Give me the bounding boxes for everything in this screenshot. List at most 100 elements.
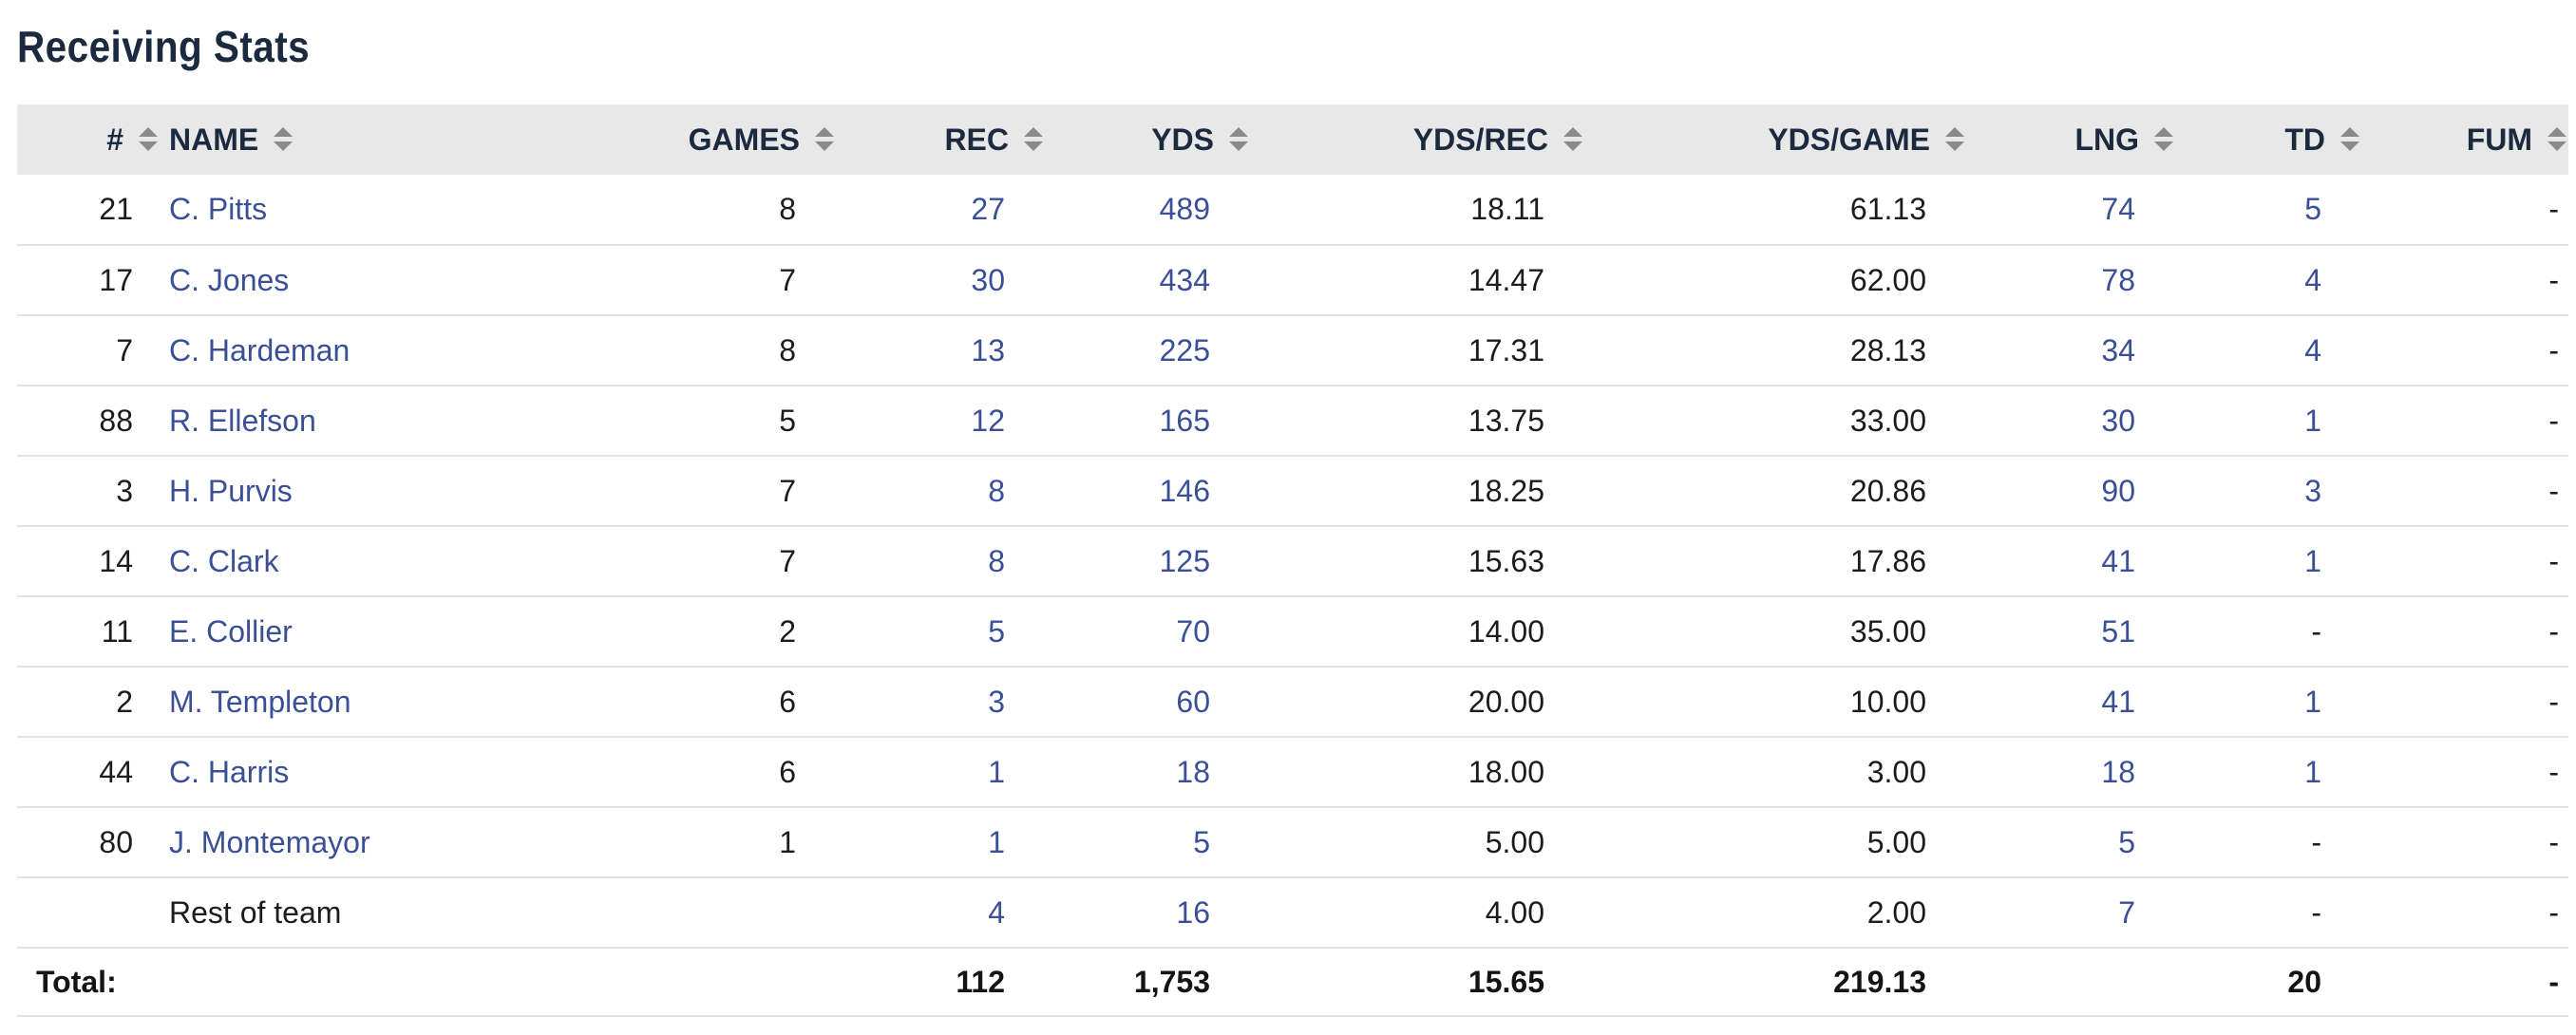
cell-name[interactable]: C. Hardeman	[169, 332, 350, 367]
cell-yds-rec: 20.00	[1468, 684, 1544, 719]
column-header-rec[interactable]: REC	[855, 104, 1064, 175]
cell-td[interactable]: 1	[2304, 543, 2321, 578]
cell-name[interactable]: C. Harris	[169, 754, 290, 789]
table-row: 11 E. Collier 2 5 70 14.00 35.00 51 - -	[17, 596, 2568, 667]
column-header-yds-game[interactable]: YDS/GAME	[1603, 104, 1985, 175]
cell-rec[interactable]: 12	[971, 403, 1005, 438]
cell-yds-rec: 13.75	[1468, 403, 1544, 438]
cell-num: 44	[99, 754, 133, 789]
cell-lng[interactable]: 34	[2101, 332, 2135, 367]
cell-td[interactable]: 1	[2304, 403, 2321, 438]
sort-arrows-icon[interactable]	[2339, 125, 2361, 154]
sort-arrows-icon[interactable]	[1022, 125, 1045, 154]
sort-arrows-icon[interactable]	[137, 125, 160, 154]
cell-lng[interactable]: 7	[2118, 894, 2135, 930]
cell-yds-rec: 4.00	[1485, 894, 1544, 930]
cell-yds[interactable]: 16	[1176, 894, 1210, 930]
cell-rec[interactable]: 1	[988, 824, 1005, 859]
cell-yds[interactable]: 70	[1176, 613, 1210, 649]
cell-td[interactable]: 3	[2304, 473, 2321, 508]
cell-num: 14	[99, 543, 133, 578]
column-header-games[interactable]: GAMES	[568, 104, 855, 175]
cell-yds[interactable]: 5	[1193, 824, 1210, 859]
cell-lng[interactable]: 74	[2101, 192, 2135, 226]
cell-rec[interactable]: 4	[988, 894, 1005, 930]
sort-arrows-icon[interactable]	[1227, 125, 1250, 154]
cell-fum: -	[2548, 684, 2559, 719]
cell-lng[interactable]: 78	[2101, 262, 2135, 297]
cell-yds[interactable]: 225	[1159, 332, 1210, 367]
column-header-label: YDS/GAME	[1768, 122, 1930, 157]
cell-rec[interactable]: 13	[971, 332, 1005, 367]
cell-name[interactable]: M. Templeton	[169, 684, 351, 719]
cell-lng[interactable]: 30	[2101, 403, 2135, 438]
cell-games: 6	[779, 754, 796, 789]
cell-fum: -	[2548, 824, 2559, 859]
cell-lng[interactable]: 41	[2101, 684, 2135, 719]
cell-name[interactable]: E. Collier	[169, 613, 293, 649]
cell-name[interactable]: H. Purvis	[169, 473, 293, 508]
cell-lng[interactable]: 90	[2101, 473, 2135, 508]
table-row: 17 C. Jones 7 30 434 14.47 62.00 78 4 -	[17, 245, 2568, 315]
cell-td[interactable]: 5	[2304, 192, 2321, 226]
cell-td[interactable]: 4	[2304, 332, 2321, 367]
cell-td[interactable]: 4	[2304, 262, 2321, 297]
column-header-label: REC	[944, 122, 1009, 157]
totals-td: 20	[2287, 964, 2321, 999]
totals-yds-game: 219.13	[1833, 964, 1926, 999]
column-header-td[interactable]: TD	[2194, 104, 2380, 175]
sort-arrows-icon[interactable]	[2546, 125, 2568, 154]
cell-lng[interactable]: 5	[2118, 824, 2135, 859]
cell-yds-rec: 14.00	[1468, 613, 1544, 649]
table-row: 88 R. Ellefson 5 12 165 13.75 33.00 30 1 -	[17, 386, 2568, 456]
cell-name[interactable]: J. Montemayor	[169, 824, 370, 859]
column-header-lng[interactable]: LNG	[1985, 104, 2194, 175]
cell-rec[interactable]: 1	[988, 754, 1005, 789]
cell-rec[interactable]: 3	[988, 684, 1005, 719]
receiving-stats-table: # NAME GAMES REC YDS YDS/REC YDS/GAME LN…	[17, 104, 2568, 1017]
column-header-yds-rec[interactable]: YDS/REC	[1269, 104, 1603, 175]
cell-yds[interactable]: 60	[1176, 684, 1210, 719]
cell-name[interactable]: C. Clark	[169, 543, 279, 578]
sort-arrows-icon[interactable]	[272, 125, 294, 154]
cell-games: 7	[779, 262, 796, 297]
cell-num: 7	[116, 332, 133, 367]
cell-name[interactable]: R. Ellefson	[169, 403, 316, 438]
cell-games: 2	[779, 613, 796, 649]
cell-yds[interactable]: 434	[1159, 262, 1210, 297]
cell-yds[interactable]: 165	[1159, 403, 1210, 438]
column-header-num[interactable]: #	[17, 104, 169, 175]
cell-rec[interactable]: 8	[988, 543, 1005, 578]
cell-rec[interactable]: 5	[988, 613, 1005, 649]
cell-yds-rec: 17.31	[1468, 332, 1544, 367]
column-header-name[interactable]: NAME	[169, 104, 568, 175]
cell-lng[interactable]: 51	[2101, 613, 2135, 649]
sort-arrows-icon[interactable]	[1562, 125, 1584, 154]
cell-yds[interactable]: 146	[1159, 473, 1210, 508]
cell-games: 6	[779, 684, 796, 719]
totals-rec: 112	[956, 964, 1005, 999]
cell-name[interactable]: C. Jones	[169, 262, 290, 297]
sort-arrows-icon[interactable]	[813, 125, 836, 154]
cell-td[interactable]: 1	[2304, 754, 2321, 789]
cell-yds-game: 20.86	[1849, 473, 1926, 508]
cell-yds[interactable]: 18	[1176, 754, 1210, 789]
cell-rec[interactable]: 30	[971, 262, 1005, 297]
sort-arrows-icon[interactable]	[2152, 125, 2175, 154]
cell-rec[interactable]: 27	[971, 192, 1005, 226]
column-header-yds[interactable]: YDS	[1064, 104, 1269, 175]
cell-yds-game: 33.00	[1849, 403, 1926, 438]
cell-rec[interactable]: 8	[988, 473, 1005, 508]
sort-arrows-icon[interactable]	[1943, 125, 1966, 154]
cell-td[interactable]: 1	[2304, 684, 2321, 719]
cell-yds[interactable]: 489	[1159, 192, 1210, 226]
cell-lng[interactable]: 18	[2101, 754, 2135, 789]
cell-games: 8	[779, 332, 796, 367]
cell-name[interactable]: C. Pitts	[169, 192, 268, 226]
cell-yds[interactable]: 125	[1159, 543, 1210, 578]
cell-lng[interactable]: 41	[2101, 543, 2135, 578]
table-row: 21 C. Pitts 8 27 489 18.11 61.13 74 5 -	[17, 175, 2568, 245]
column-header-fum[interactable]: FUM	[2380, 104, 2568, 175]
totals-yds: 1,753	[1133, 964, 1210, 999]
table-body: 21 C. Pitts 8 27 489 18.11 61.13 74 5-17 C. Jones…	[17, 175, 2568, 948]
